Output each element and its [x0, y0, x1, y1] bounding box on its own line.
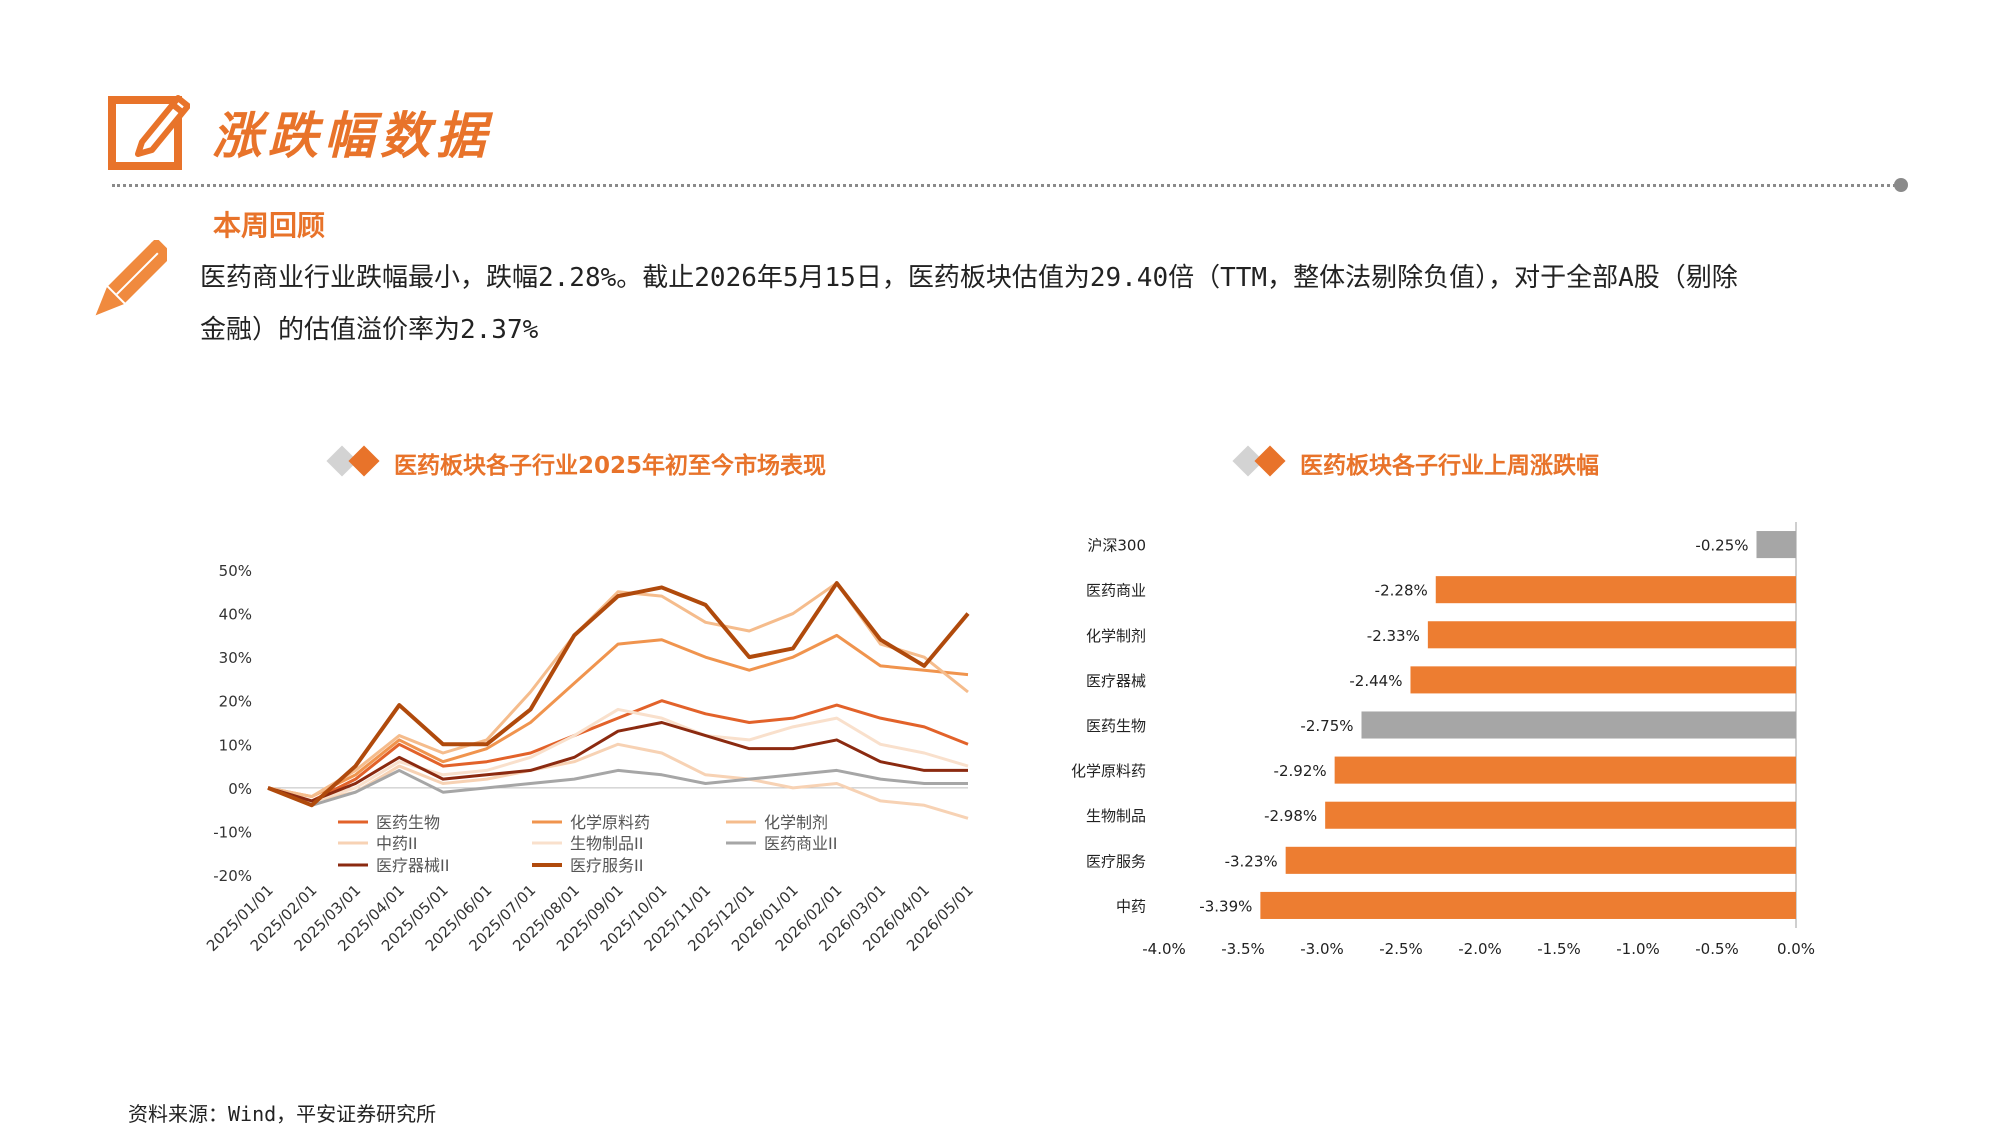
y-tick-label: 40% — [219, 606, 252, 624]
series-line — [267, 581, 970, 808]
data-label: -2.75% — [1300, 717, 1353, 735]
legend-label: 化学原料药 — [570, 813, 650, 832]
x-tick-label: -4.0% — [1142, 940, 1186, 958]
legend-label: 医疗服务II — [570, 856, 643, 875]
legend-label: 化学制剂 — [764, 813, 828, 832]
y-tick-label: 10% — [219, 736, 252, 754]
divider — [112, 184, 1902, 187]
bar — [1325, 801, 1796, 829]
source-note: 资料来源：Wind，平安证券研究所 — [128, 1102, 437, 1126]
x-tick-label: -2.0% — [1458, 940, 1502, 958]
y-tick-label: 50% — [219, 562, 252, 580]
bar — [1334, 756, 1796, 784]
y-tick-label: 0% — [228, 780, 252, 798]
x-tick-label: -3.0% — [1300, 940, 1344, 958]
y-tick-label: -20% — [213, 867, 252, 885]
series-line — [267, 699, 969, 803]
summary-text: 医药商业行业跌幅最小，跌幅2.28%。截止2026年5月15日，医药板块估值为2… — [200, 252, 1900, 356]
y-tick-label: 30% — [219, 649, 252, 667]
category-label: 医药商业 — [1086, 582, 1146, 600]
summary-line-1: 医药商业行业跌幅最小，跌幅2.28%。截止2026年5月15日，医药板块估值为2… — [200, 263, 1738, 293]
right-chart-title: 医药板块各子行业上周涨跌幅 — [1300, 453, 1599, 479]
legend-label: 中药II — [376, 834, 417, 853]
x-tick-label: 0.0% — [1777, 940, 1815, 958]
category-label: 生物制品 — [1086, 807, 1146, 825]
category-label: 中药 — [1116, 897, 1146, 915]
pencil-icon — [95, 240, 167, 316]
bar — [1435, 576, 1796, 604]
series-line — [267, 742, 969, 820]
bar — [1410, 666, 1796, 694]
y-tick-label: -10% — [213, 823, 252, 841]
data-label: -2.33% — [1367, 627, 1420, 645]
data-label: -2.98% — [1264, 807, 1317, 825]
bar — [1260, 891, 1796, 919]
legend-label: 医药生物 — [376, 813, 440, 832]
divider-end-dot — [1894, 178, 1908, 192]
edit-icon — [108, 95, 190, 170]
bar — [1361, 711, 1796, 739]
category-label: 医疗服务 — [1086, 852, 1146, 870]
summary-line-2: 金融）的估值溢价率为2.37% — [200, 315, 539, 345]
x-tick-label: -3.5% — [1221, 940, 1265, 958]
data-label: -3.39% — [1199, 897, 1252, 915]
data-label: -2.44% — [1349, 672, 1402, 690]
series-line — [267, 633, 969, 799]
category-label: 沪深300 — [1087, 537, 1146, 555]
legend-label: 医疗器械II — [376, 856, 449, 875]
x-tick-label: -1.5% — [1537, 940, 1581, 958]
section-label: 本周回顾 — [213, 209, 326, 242]
category-label: 化学制剂 — [1086, 627, 1146, 645]
x-tick-label: -2.5% — [1379, 940, 1423, 958]
data-label: -3.23% — [1225, 852, 1278, 870]
series-line — [267, 768, 968, 807]
x-tick-label: -0.5% — [1695, 940, 1739, 958]
legend-label: 医药商业II — [764, 834, 837, 853]
bar — [1285, 846, 1796, 874]
category-label: 医药生物 — [1086, 717, 1146, 735]
bar — [1756, 531, 1796, 559]
data-label: -0.25% — [1695, 537, 1748, 555]
data-label: -2.92% — [1274, 762, 1327, 780]
y-tick-label: 20% — [219, 693, 252, 711]
page-title: 涨跌幅数据 — [212, 107, 492, 165]
series-line — [267, 707, 969, 803]
series-line — [267, 721, 968, 803]
bar — [1427, 621, 1796, 649]
left-chart-title: 医药板块各子行业2025年初至今市场表现 — [394, 453, 827, 479]
category-label: 医疗器械 — [1086, 672, 1146, 690]
x-tick-label: -1.0% — [1616, 940, 1660, 958]
data-label: -2.28% — [1375, 582, 1428, 600]
legend-label: 生物制品II — [570, 834, 643, 853]
category-label: 化学原料药 — [1071, 762, 1146, 780]
